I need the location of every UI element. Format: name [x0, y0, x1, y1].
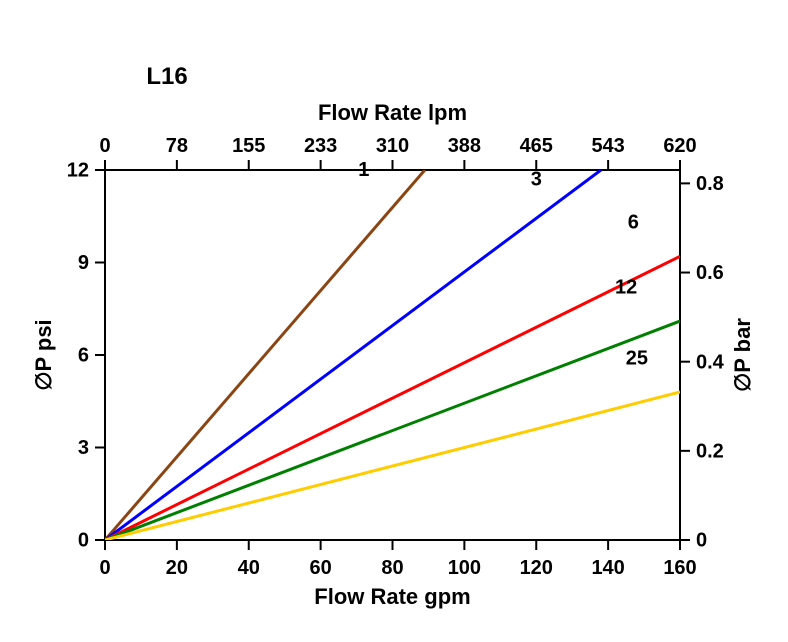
x-top-tick-label: 310 — [376, 135, 409, 157]
y-right-tick-label: 0.6 — [696, 262, 724, 284]
x-bottom-tick-label: 20 — [166, 557, 188, 579]
y-left-tick-label: 6 — [78, 345, 89, 367]
series-label: 25 — [626, 347, 648, 369]
x-top-tick-label: 465 — [520, 135, 553, 157]
x-bottom-tick-label: 0 — [99, 557, 110, 579]
x-top-tick-label: 0 — [99, 135, 110, 157]
y-right-tick-label: 0.8 — [696, 173, 724, 195]
x-top-axis-label: Flow Rate lpm — [318, 100, 467, 125]
x-bottom-tick-label: 160 — [663, 557, 696, 579]
series-label: 12 — [615, 276, 637, 298]
x-bottom-tick-label: 60 — [310, 557, 332, 579]
chart-title: L16 — [146, 63, 187, 90]
x-bottom-tick-label: 120 — [520, 557, 553, 579]
y-left-tick-label: 9 — [78, 252, 89, 274]
x-top-tick-label: 543 — [591, 135, 624, 157]
x-bottom-tick-label: 80 — [381, 557, 403, 579]
chart-container: 020406080100120140160Flow Rate gpm078155… — [0, 0, 788, 642]
y-left-tick-label: 12 — [67, 160, 89, 182]
y-left-axis-label: ∅P psi — [31, 319, 56, 390]
y-left-tick-label: 3 — [78, 437, 89, 459]
y-left-tick-label: 0 — [78, 530, 89, 552]
x-top-tick-label: 620 — [663, 135, 696, 157]
x-top-tick-label: 388 — [448, 135, 481, 157]
x-top-tick-label: 155 — [232, 135, 265, 157]
x-bottom-tick-label: 140 — [591, 557, 624, 579]
x-top-tick-label: 78 — [166, 135, 188, 157]
x-top-tick-label: 233 — [304, 135, 337, 157]
x-bottom-axis-label: Flow Rate gpm — [314, 584, 470, 609]
series-label: 6 — [628, 212, 639, 234]
chart-svg: 020406080100120140160Flow Rate gpm078155… — [0, 0, 788, 642]
x-bottom-tick-label: 100 — [448, 557, 481, 579]
y-right-tick-label: 0.2 — [696, 441, 724, 463]
y-right-tick-label: 0 — [696, 530, 707, 552]
y-right-tick-label: 0.4 — [696, 351, 725, 373]
y-right-axis-label: ∅P bar — [730, 318, 755, 392]
series-label: 3 — [531, 168, 542, 190]
x-bottom-tick-label: 40 — [238, 557, 260, 579]
series-label: 1 — [358, 159, 369, 181]
